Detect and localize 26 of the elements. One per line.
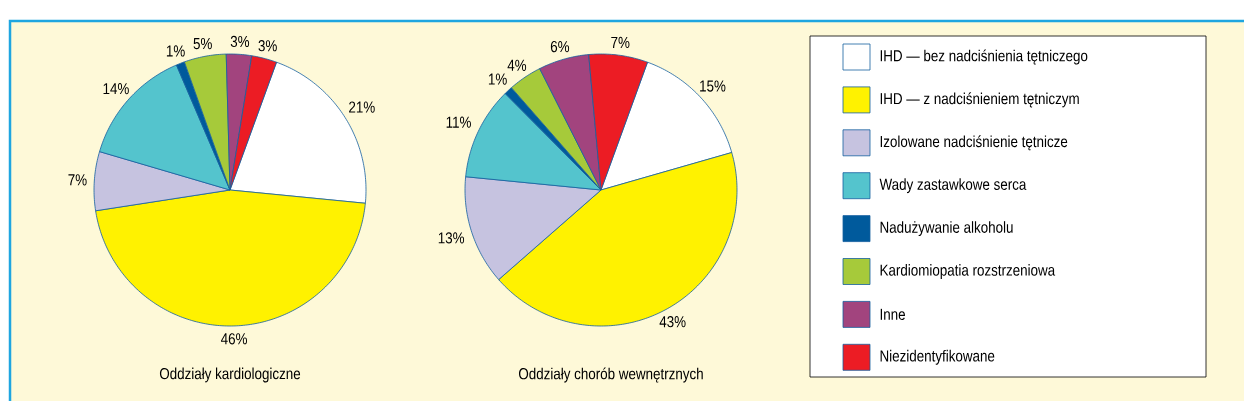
text: Oddziały kardiologiczne	[159, 367, 301, 383]
data-label: 6%	[550, 40, 570, 53]
legend-label: Wady zastawkowe serca	[879, 178, 1027, 194]
legend-label: Niezidentyfikowane	[880, 349, 995, 365]
legend-label: Nadużywanie alkoholu	[880, 221, 1013, 237]
legend-label: Inne	[880, 308, 905, 320]
data-label: 15%	[700, 80, 726, 92]
data-label: 3%	[230, 35, 250, 48]
legend-label: Izolowane nadciśnienie tętnicze	[880, 135, 1068, 151]
legend-label: IHD — z nadciśnieniem tętniczym	[880, 92, 1079, 108]
data-label: 43%	[659, 316, 686, 328]
data-label: 13%	[438, 232, 465, 244]
legend-label: Kardiomiopatia rozstrzeniowa	[880, 264, 1056, 279]
data-label: 14%	[103, 83, 129, 95]
data-label: 1%	[166, 45, 185, 57]
data-label: 11%	[446, 116, 471, 128]
data-label: 4%	[507, 59, 527, 71]
legend-label: IHD — bez nadciśnienia tętniczego	[880, 49, 1088, 65]
text: Oddziały chorób wewnętrznych	[518, 367, 703, 383]
data-label: 46%	[220, 333, 247, 345]
data-label: 1%	[488, 73, 507, 85]
data-label: 7%	[611, 36, 630, 48]
data-label: 21%	[349, 101, 375, 113]
data-label: 3%	[258, 40, 277, 52]
data-label: 7%	[68, 174, 87, 186]
data-label: 5%	[193, 37, 212, 50]
